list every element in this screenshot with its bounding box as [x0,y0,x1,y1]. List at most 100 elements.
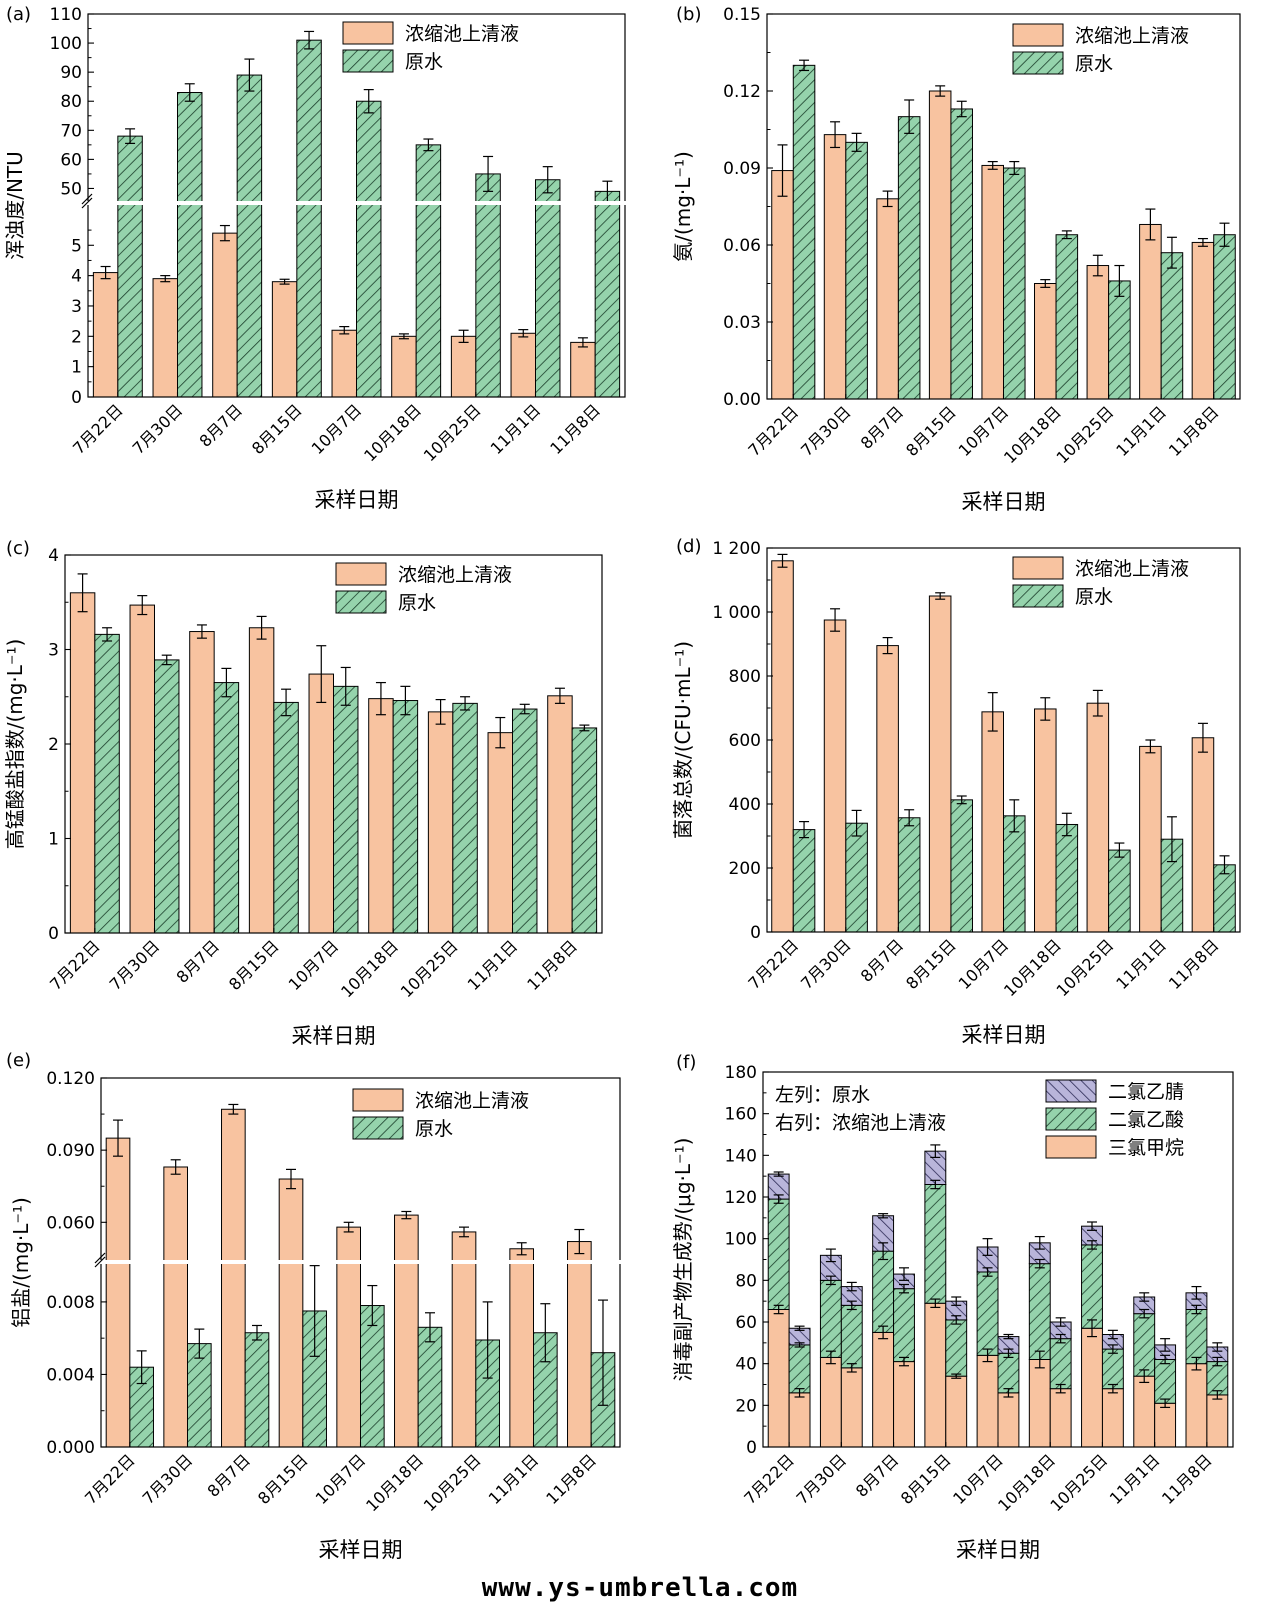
x-tick-label: 10月25日 [1046,1450,1111,1515]
x-tick-label: 8月15日 [897,1450,955,1508]
watermark-text: www.ys-umbrella.com [481,1573,799,1603]
y-tick-label: 0 [746,1438,757,1458]
bar-raw [236,74,263,398]
y-tick-label: 2 [48,735,59,755]
legend-swatch [1012,23,1064,47]
bar-concentrate [1139,223,1162,400]
y-tick-label: 70 [60,121,82,141]
bar-concentrate [129,604,155,934]
legend-swatch [352,1088,404,1112]
bar-raw [213,682,240,934]
stack-tcm [1101,1388,1124,1448]
stack-tcm [1133,1375,1156,1448]
stack-dcaa [819,1279,842,1358]
bar-raw [897,116,921,400]
bar-raw [1160,252,1184,400]
bar-raw [333,685,359,934]
legend-label: 二氯乙酸 [1108,1109,1184,1131]
bar-concentrate [212,232,238,398]
stack-dcaa [1049,1338,1072,1390]
bar-raw [792,829,816,933]
x-tick-label: 7月30日 [139,1450,197,1508]
legend-label: 浓缩池上清液 [405,23,519,45]
y-tick-label: 0.008 [46,1293,95,1313]
x-tick-label: 7月22日 [744,935,802,993]
y-tick-label: 50 [60,179,82,199]
y-tick-label: 80 [60,92,82,112]
legend-label: 二氯乙腈 [1108,1081,1184,1103]
y-tick-label: 0.09 [723,159,761,179]
x-tick-label: 11月1日 [464,936,522,994]
stack-dcaa [1206,1361,1229,1396]
chart-panel-a: 0 1 2 3 4 5 50 60 70 80 90 100 110 7月22日 7月30日 8月7日 8月15… [3,4,633,512]
legend-swatch [342,21,394,45]
x-tick-label: 7月30日 [792,1450,850,1508]
bar-raw [845,141,868,400]
y-axis-title: 菌落总数/(CFU·mL⁻¹) [671,641,695,839]
stack-tcm [767,1309,790,1448]
note-line-right: 右列：浓缩池上清液 [775,1112,946,1134]
y-tick-label: 110 [50,5,82,25]
x-tick-label: 10月7日 [312,1450,370,1508]
x-tick-label: 11月1日 [1106,1450,1164,1508]
x-tick-label: 11月1日 [485,1450,543,1508]
bar-concentrate [368,698,394,934]
y-tick-label: 1 [71,358,82,378]
bar-concentrate [547,695,573,934]
bar-raw [475,173,501,398]
bar-raw [512,708,538,934]
y-tick-label: 0.000 [46,1438,95,1458]
bar-raw [1055,823,1079,933]
legend-swatch [1045,1107,1097,1131]
stack-dcaa [945,1319,968,1377]
x-tick-label: 8月15日 [902,935,960,993]
bar-raw [792,64,816,400]
y-tick-label: 1 000 [712,603,761,623]
y-tick-label: 40 [735,1355,757,1375]
bar-raw [244,1332,270,1448]
y-tick-label: 2 [71,327,82,347]
legend-label: 三氯甲烷 [1108,1137,1184,1159]
x-tick-label: 7月30日 [797,402,855,460]
y-tick-label: 600 [729,731,761,751]
bar-raw [177,92,203,398]
bar-raw [154,659,180,934]
axis-break-band [80,201,633,205]
axis-break-band [93,1260,628,1264]
stack-tcm [976,1354,999,1448]
bar-concentrate [771,170,794,400]
axis-break-mark [81,193,93,205]
x-tick-label: 10月7日 [308,400,366,458]
y-tick-label: 4 [48,546,59,566]
y-tick-label: 160 [725,1105,757,1125]
bar-concentrate [1191,241,1215,400]
stack-dcaa [872,1250,895,1333]
bar-raw [571,727,598,934]
x-tick-label: 10月25日 [1053,935,1118,1000]
y-axis-title: 消毒副产物生成势/(μg·L⁻¹) [671,1138,695,1382]
x-axis-title: 采样日期 [319,1538,403,1562]
x-tick-label: 7月30日 [129,400,187,458]
y-tick-label: 0 [750,923,761,943]
y-tick-label: 4 [71,267,82,287]
y-tick-label: 800 [729,667,761,687]
bar-raw [594,190,621,398]
x-tick-label: 10月25日 [397,936,462,1001]
bar-raw [94,633,120,934]
y-tick-label: 0.15 [723,5,761,25]
y-tick-label: 1 [48,830,59,850]
bar-concentrate [152,278,178,398]
y-tick-label: 5 [71,236,82,256]
x-tick-label: 10月18日 [362,1450,427,1515]
bar-concentrate [823,619,847,933]
stack-dcaa [1101,1348,1124,1390]
bar-concentrate [928,90,952,400]
y-tick-label: 0.06 [723,236,761,256]
x-tick-label: 10月18日 [337,936,402,1001]
legend-label: 浓缩池上清液 [1075,558,1189,580]
bar-raw [273,701,299,934]
y-tick-label: 100 [725,1230,757,1250]
bar-concentrate [278,1178,304,1448]
x-axis-title: 采样日期 [292,1024,376,1048]
x-tick-label: 8月15日 [248,400,306,458]
